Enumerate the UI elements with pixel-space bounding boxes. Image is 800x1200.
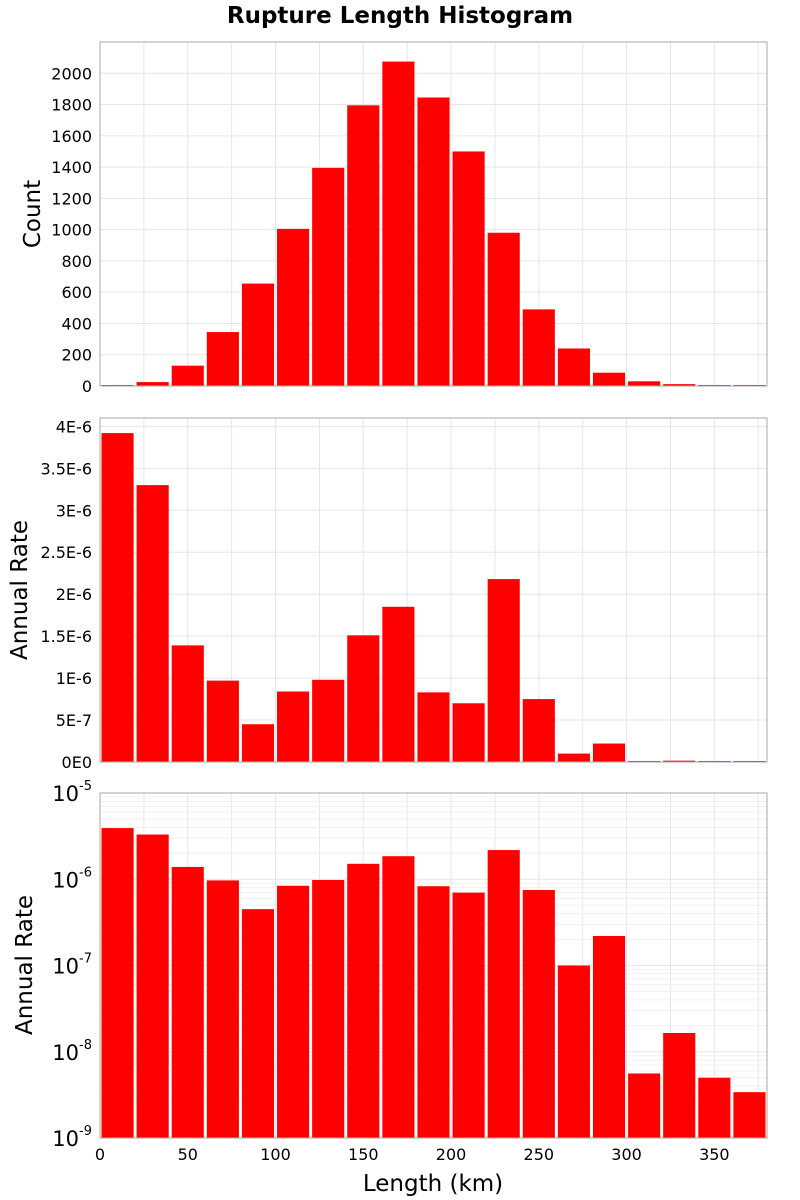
bar xyxy=(136,834,169,1138)
x-tick-label: 250 xyxy=(524,1145,555,1164)
y-tick-label: 400 xyxy=(61,314,92,333)
y-tick-label: 0 xyxy=(82,377,92,396)
y-tick-label: 1E-6 xyxy=(56,669,92,688)
bar xyxy=(452,892,485,1138)
bar xyxy=(487,232,520,386)
y-tick-label: 800 xyxy=(61,252,92,271)
y-tick-label: 10-9 xyxy=(52,1124,92,1151)
panel-annual-rate-linear: 0E0 5E-7 1E-6 1.5E-6 2E-6 2.5E-6 3E-6 3.5E-6 4E-… xyxy=(40,417,768,772)
bar xyxy=(101,433,134,762)
x-axis-label: Length (km) xyxy=(363,1171,503,1197)
bar xyxy=(522,890,555,1138)
bar xyxy=(382,856,415,1138)
y-tick-label: 3.5E-6 xyxy=(40,459,92,478)
bar xyxy=(382,61,415,386)
bar xyxy=(487,579,520,762)
bar xyxy=(347,635,380,762)
bar xyxy=(171,365,204,386)
y-tick-label: 10-6 xyxy=(52,865,92,892)
plot-frame xyxy=(99,41,768,387)
bar xyxy=(312,679,345,762)
y-tick-label: 10-5 xyxy=(52,779,92,806)
y-tick-label: 1400 xyxy=(51,158,92,177)
chart-title: Rupture Length Histogram xyxy=(227,3,573,29)
y-tick-label: 3E-6 xyxy=(56,501,92,520)
bar xyxy=(663,384,696,386)
y-tick-label: 0E0 xyxy=(62,753,92,772)
bar xyxy=(277,228,310,386)
bar xyxy=(241,283,275,386)
bar xyxy=(557,348,590,386)
bar xyxy=(487,850,520,1138)
bar xyxy=(452,151,485,386)
y-tick-label: 2.5E-6 xyxy=(40,543,92,562)
y-tick-label: 1000 xyxy=(51,221,92,240)
bar xyxy=(312,880,345,1138)
bar xyxy=(663,760,696,762)
y-tick-label: 10-8 xyxy=(52,1038,92,1065)
bar xyxy=(628,381,661,386)
bar xyxy=(557,965,590,1138)
bar xyxy=(663,1032,696,1138)
x-tick-label: 150 xyxy=(348,1145,379,1164)
bar xyxy=(206,680,239,762)
bar xyxy=(347,863,380,1138)
panel-count: 0 200 400 600 800 1000 1200 1400 1600 1800 2000 xyxy=(51,41,768,396)
bar xyxy=(592,935,626,1138)
x-tick-label: 350 xyxy=(699,1145,730,1164)
bar xyxy=(241,724,275,762)
bar xyxy=(241,909,275,1138)
x-tick-label: 50 xyxy=(178,1145,198,1164)
bar xyxy=(277,885,310,1138)
bar xyxy=(452,703,485,762)
y-tick-label: 2000 xyxy=(51,64,92,83)
x-tick-label: 100 xyxy=(260,1145,291,1164)
bar xyxy=(206,880,239,1138)
plot-frame xyxy=(99,792,768,1139)
bar xyxy=(347,105,380,386)
bar xyxy=(733,1092,766,1138)
bar xyxy=(522,699,555,762)
x-tick-label: 0 xyxy=(95,1145,105,1164)
bar xyxy=(628,1073,661,1138)
panel2-y-label: Annual Rate xyxy=(7,520,33,660)
panel1-y-label: Count xyxy=(20,180,46,248)
x-tick-label: 200 xyxy=(436,1145,467,1164)
bar xyxy=(206,332,239,386)
y-tick-label: 600 xyxy=(61,283,92,302)
bar xyxy=(592,743,626,762)
bar xyxy=(171,866,204,1138)
bar xyxy=(698,1077,731,1138)
bar xyxy=(277,691,310,762)
bar xyxy=(136,382,169,386)
y-tick-label: 200 xyxy=(61,346,92,365)
y-tick-label: 4E-6 xyxy=(56,417,92,436)
panel-annual-rate-log: 10-9 10-8 10-7 10-6 10-5 0 50 100 150 200 250 300 35… xyxy=(52,779,768,1164)
bar xyxy=(417,886,450,1138)
bar xyxy=(382,606,415,762)
y-tick-label: 1800 xyxy=(51,96,92,115)
x-tick-label: 300 xyxy=(611,1145,642,1164)
bar xyxy=(171,645,204,762)
bar xyxy=(312,167,345,386)
y-tick-label: 1600 xyxy=(51,127,92,146)
bar xyxy=(417,97,450,386)
bar xyxy=(592,372,626,386)
y-tick-label: 1.5E-6 xyxy=(40,627,92,646)
y-tick-label: 10-7 xyxy=(52,952,92,979)
y-tick-label: 1200 xyxy=(51,189,92,208)
bar xyxy=(417,692,450,762)
bar xyxy=(136,485,169,762)
y-tick-label: 2E-6 xyxy=(56,585,92,604)
plot-frame xyxy=(99,417,768,763)
panel3-y-label: Annual Rate xyxy=(12,895,38,1035)
y-tick-label: 5E-7 xyxy=(56,711,92,730)
bar xyxy=(557,753,590,762)
bar xyxy=(101,828,134,1138)
bar xyxy=(522,309,555,386)
